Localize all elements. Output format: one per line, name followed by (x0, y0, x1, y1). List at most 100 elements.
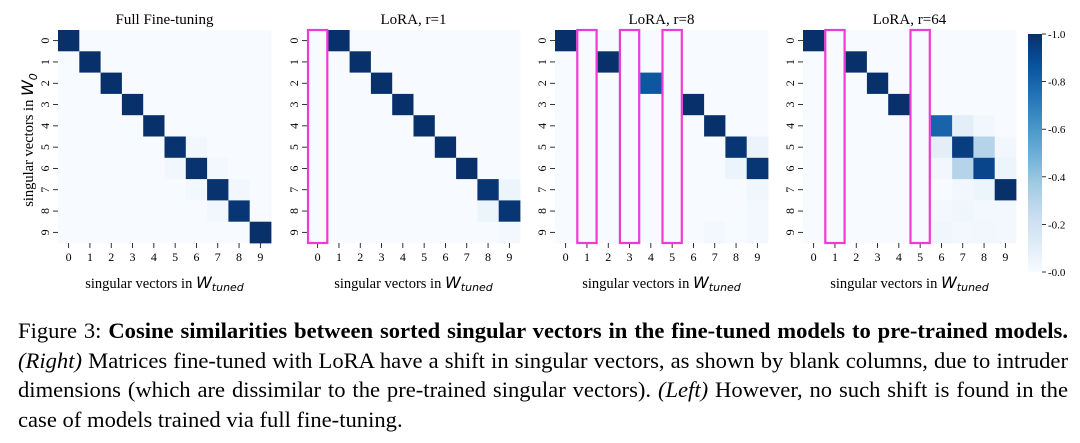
heatmap-cell (866, 30, 889, 52)
heatmap-cell (866, 115, 889, 137)
heatmap-cell (845, 93, 868, 116)
y-tick-label: 7 (783, 187, 797, 193)
heatmap-cell (434, 221, 457, 244)
heatmap-cell (909, 93, 932, 116)
heatmap-cell (328, 72, 350, 95)
heatmap-cell (456, 30, 478, 52)
heatmap-cell (704, 157, 726, 180)
heatmap-cell (930, 30, 953, 52)
heatmap-cell (392, 51, 414, 73)
heatmap-cell (952, 136, 974, 159)
x-tick-label: 8 (733, 250, 739, 264)
y-tick-label: 9 (535, 229, 549, 235)
y-tick-label: 8 (38, 208, 52, 214)
heatmap-cell (618, 136, 641, 159)
y-tick-label: 0 (287, 38, 301, 44)
heatmap-cell (555, 179, 577, 201)
x-tick-label: 9 (1002, 250, 1008, 264)
heatmap-cell (866, 221, 889, 244)
heatmap-cell (349, 157, 372, 180)
heatmap-cell (845, 115, 868, 137)
heatmap-cell (477, 179, 500, 201)
heatmap-cell (661, 30, 684, 52)
x-tick-label: 1 (832, 250, 838, 264)
heatmap-cell (803, 72, 825, 95)
heatmap-cell (413, 30, 436, 52)
heatmap-cell (824, 200, 846, 223)
heatmap-cell (952, 200, 974, 223)
heatmap-cell (434, 93, 457, 116)
figure-caption: Figure 3: Cosine similarities between so… (18, 316, 1068, 434)
y-tick-label: 4 (38, 123, 52, 129)
heatmap-cell (307, 115, 329, 137)
heatmap-cell (477, 200, 500, 223)
heatmap-cell (640, 93, 662, 116)
heatmap-cell (888, 51, 910, 73)
x-tick-label: 9 (754, 250, 760, 264)
heatmap-cell (746, 200, 769, 223)
x-tick-label: 7 (464, 250, 470, 264)
heatmap-cell (249, 136, 272, 159)
caption-right-text: Matrices fine-tuned with LoRA have a shi… (18, 347, 1068, 403)
heatmap-cell (661, 136, 684, 159)
heatmap-cell (909, 157, 932, 180)
heatmap-cell (576, 51, 598, 73)
heatmap-cell (661, 72, 684, 95)
heatmap-cell (121, 93, 144, 116)
heatmap-cell (185, 157, 208, 180)
heatmap-cell (100, 72, 123, 95)
heatmap-cell (328, 30, 350, 52)
x-tick-label: 6 (193, 250, 199, 264)
heatmap-cell (477, 93, 500, 116)
y-tick-label: 1 (535, 59, 549, 65)
heatmap-cell (413, 93, 436, 116)
heatmap-cell (618, 157, 641, 180)
heatmap-cell (164, 157, 187, 180)
heatmap-cell (370, 157, 393, 180)
heatmap-cell (392, 72, 414, 95)
heatmap-cell (824, 51, 846, 73)
heatmap-cell (704, 136, 726, 159)
heatmap-cell (370, 51, 393, 73)
heatmap-cell (58, 157, 80, 180)
heatmap-cell (434, 30, 457, 52)
heatmap-cell (392, 115, 414, 137)
heatmap-cell (888, 179, 910, 201)
heatmap-cell (994, 72, 1017, 95)
heatmap-cell (640, 157, 662, 180)
y-tick-label: 5 (287, 144, 301, 150)
heatmap-cell (164, 136, 187, 159)
x-tick-label: 1 (87, 250, 93, 264)
heatmap-cell (824, 136, 846, 159)
heatmap-cell (725, 115, 748, 137)
heatmap-cell (640, 179, 662, 201)
heatmap-cell (845, 72, 868, 95)
heatmap-cell (866, 51, 889, 73)
heatmap-cell (79, 51, 101, 73)
heatmap-cell (58, 200, 80, 223)
panel-title: LoRA, r=1 (381, 12, 447, 28)
intruder-column-highlight (909, 28, 931, 245)
heatmap-cell (803, 51, 825, 73)
heatmap-cell (824, 179, 846, 201)
heatmap-cell (498, 30, 521, 52)
heatmap-cell (58, 51, 80, 73)
x-tick-label: 4 (400, 250, 406, 264)
heatmap-cell (704, 51, 726, 73)
y-tick-label: 9 (287, 229, 301, 235)
heatmap-cell (207, 221, 229, 244)
heatmap-cell (349, 179, 372, 201)
heatmap-cell (228, 157, 251, 180)
heatmap-cell (370, 93, 393, 116)
heatmap-cell (121, 157, 144, 180)
heatmap-cell (597, 51, 620, 73)
heatmap-cell (249, 179, 272, 201)
heatmap-cell (121, 72, 144, 95)
heatmap-cell (121, 51, 144, 73)
heatmap-cell (618, 200, 641, 223)
heatmap-cell (249, 30, 272, 52)
panel-xlabel: singular vectors in Wtuned (334, 273, 494, 294)
heatmap-cell (143, 200, 165, 223)
heatmap-cell (370, 30, 393, 52)
heatmap-cell (803, 136, 825, 159)
